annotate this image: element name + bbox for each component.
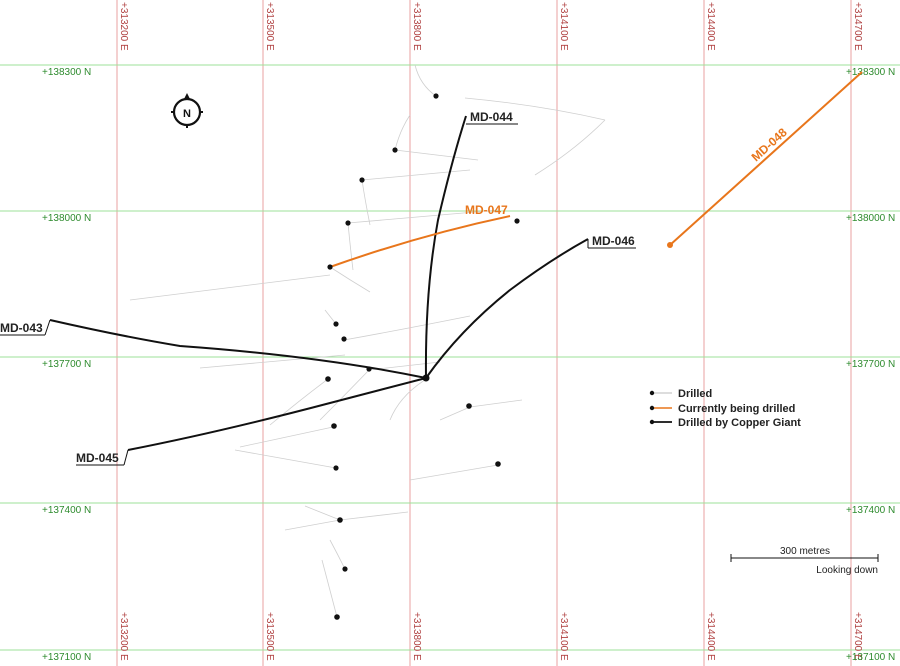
collar-dot <box>345 220 351 226</box>
legend: Drilled Currently being drilled Drilled … <box>649 388 801 429</box>
collar-dot <box>333 465 339 471</box>
collar-dot <box>325 376 331 382</box>
collar-dot <box>359 177 365 183</box>
easting-label: +314400 E <box>705 612 716 661</box>
easting-label: +314700 E <box>852 612 863 661</box>
northing-grid <box>0 64 900 651</box>
northing-label: +137700 N <box>846 359 895 370</box>
legend-label-copper-giant: Drilled by Copper Giant <box>678 417 801 429</box>
easting-label: +313800 E <box>411 2 422 51</box>
legend-item-current: Currently being drilled <box>649 403 795 415</box>
hole-trace-md046 <box>425 238 589 379</box>
easting-label: +314100 E <box>558 612 569 661</box>
north-arrow-letter: N <box>183 108 191 120</box>
collar-dot <box>334 614 340 620</box>
collar-dot <box>342 566 348 572</box>
drilled-collars <box>325 93 520 620</box>
hole-label-md046: MD-046 <box>592 234 635 248</box>
collar-dot <box>466 403 472 409</box>
hole-trace-md044 <box>424 115 467 379</box>
easting-labels-top: +313200 E +313500 E +313800 E +314100 E … <box>118 2 863 51</box>
northing-label: +138300 N <box>42 67 91 78</box>
collar-dot <box>333 321 339 327</box>
easting-label: +314700 E <box>852 2 863 51</box>
hole-trace-md048 <box>669 71 863 246</box>
easting-grid <box>116 0 852 666</box>
northing-labels-right: +138300 N +138000 N +137700 N +137400 N … <box>846 67 895 663</box>
easting-label: +313500 E <box>264 2 275 51</box>
northing-labels-left: +138300 N +138000 N +137700 N +137400 N … <box>42 67 91 663</box>
easting-label: +314400 E <box>705 2 716 51</box>
northing-label: +137700 N <box>42 359 91 370</box>
hole-labels: MD-043 MD-044 MD-045 MD-046 MD-047 MD-04… <box>0 110 790 466</box>
hole-label-md043: MD-043 <box>0 321 43 335</box>
northing-label: +138000 N <box>846 213 895 224</box>
north-arrow-icon: N <box>171 93 203 128</box>
scale-bar: 300 metres Looking down <box>730 546 879 576</box>
hole-trace-md047 <box>329 215 511 268</box>
collar-dot <box>392 147 398 153</box>
hole-label-md048: MD-048 <box>749 125 790 164</box>
legend-label-drilled: Drilled <box>678 388 712 400</box>
northing-label: +138000 N <box>42 213 91 224</box>
current-holes <box>327 71 863 270</box>
collar-dot <box>337 517 343 523</box>
easting-labels-bottom: +313200 E +313500 E +313800 E +314100 E … <box>118 612 863 661</box>
hole-trace-md043 <box>49 319 427 379</box>
hole-label-md044: MD-044 <box>470 110 513 124</box>
hole-label-md047: MD-047 <box>465 203 508 217</box>
legend-item-drilled: Drilled <box>649 388 712 400</box>
scale-bar-label: 300 metres <box>780 546 830 557</box>
copper-giant-holes <box>49 115 589 451</box>
northing-label: +138300 N <box>846 67 895 78</box>
collar-dot <box>495 461 501 467</box>
easting-label: +314100 E <box>558 2 569 51</box>
collar-dot <box>433 93 439 99</box>
collar-dot <box>514 218 520 224</box>
copper-giant-collar <box>422 374 430 382</box>
northing-label: +137100 N <box>42 652 91 663</box>
view-direction-label: Looking down <box>816 565 878 576</box>
collar-dot <box>327 264 333 270</box>
collar-dot <box>341 336 347 342</box>
easting-label: +313200 E <box>118 612 129 661</box>
previous-drill-traces <box>129 64 606 618</box>
hole-label-md045: MD-045 <box>76 451 119 465</box>
legend-item-copper-giant: Drilled by Copper Giant <box>649 417 801 429</box>
easting-label: +313500 E <box>264 612 275 661</box>
northing-label: +137400 N <box>846 505 895 516</box>
northing-label: +137400 N <box>42 505 91 516</box>
collar-dot-orange <box>667 242 673 248</box>
collar-dot <box>331 423 337 429</box>
legend-label-current: Currently being drilled <box>678 403 795 415</box>
easting-label: +313800 E <box>411 612 422 661</box>
easting-label: +313200 E <box>118 2 129 51</box>
hole-trace-md045 <box>127 377 427 451</box>
northing-label: +137100 N <box>846 652 895 663</box>
